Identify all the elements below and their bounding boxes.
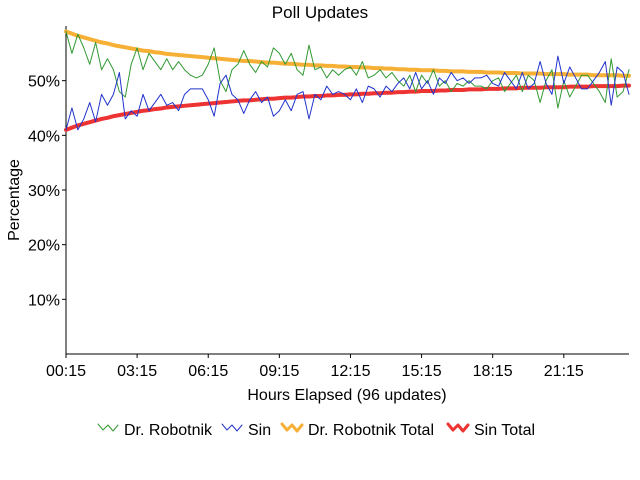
plot-area xyxy=(64,29,631,132)
x-tick-label: 06:15 xyxy=(188,363,228,380)
y-axis: 10% 20% 30% 40% 50% xyxy=(28,26,67,354)
chart-title: Poll Updates xyxy=(272,3,368,22)
x-tick-label: 09:15 xyxy=(259,363,299,380)
legend-swatch-sin-total xyxy=(446,422,470,433)
y-tick-label: 30% xyxy=(28,183,60,200)
x-tick-label: 00:15 xyxy=(46,363,86,380)
y-axis-label: Percentage xyxy=(6,159,23,241)
x-tick-label: 21:15 xyxy=(544,363,584,380)
x-axis-label: Hours Elapsed (96 updates) xyxy=(247,387,446,404)
series-line-sin xyxy=(65,55,630,131)
series-line-sin-total xyxy=(64,83,631,132)
x-axis: 00:15 03:15 06:15 09:15 12:15 15:15 18:15 21:15 xyxy=(46,353,629,380)
series-line-dr-robotnik-total xyxy=(64,29,631,78)
y-tick-label: 10% xyxy=(28,292,60,309)
legend-label-dr-robotnik: Dr. Robotnik xyxy=(124,422,213,439)
y-tick-label: 20% xyxy=(28,238,60,255)
x-tick-label: 15:15 xyxy=(402,363,442,380)
legend-swatch-dr-robotnik xyxy=(97,423,119,432)
legend-label-sin-total: Sin Total xyxy=(474,422,535,439)
legend-swatch-dr-robotnik-total xyxy=(280,422,304,433)
x-tick-label: 03:15 xyxy=(117,363,157,380)
x-tick-label: 18:15 xyxy=(473,363,513,380)
y-tick-label: 50% xyxy=(28,74,60,91)
legend: Dr. Robotnik Sin Dr. Robotnik Total Sin Tot… xyxy=(97,422,535,439)
legend-label-dr-robotnik-total: Dr. Robotnik Total xyxy=(308,422,434,439)
x-tick-label: 12:15 xyxy=(330,363,370,380)
legend-label-sin: Sin xyxy=(248,422,271,439)
y-tick-label: 40% xyxy=(28,128,60,145)
series-line-dr-robotnik xyxy=(65,30,630,109)
legend-swatch-sin xyxy=(221,423,243,432)
